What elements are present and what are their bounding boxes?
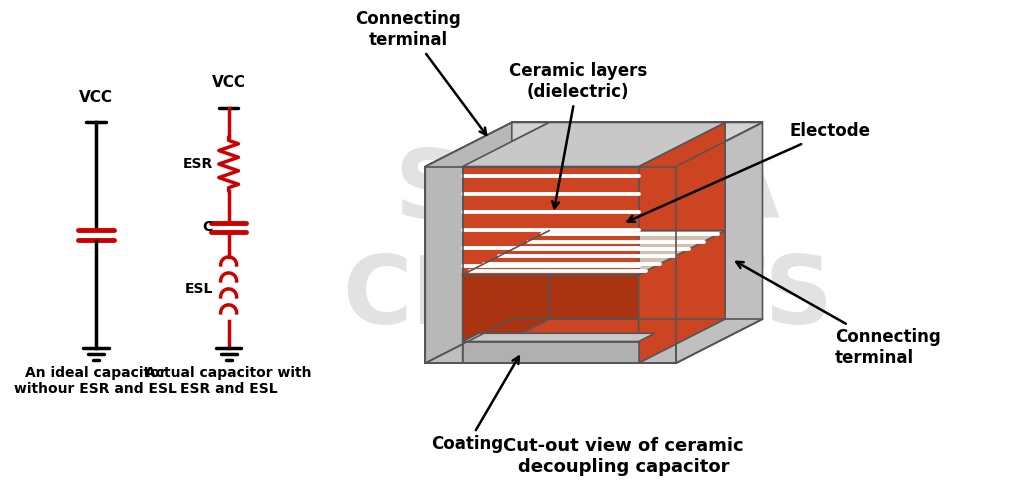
Text: Cut-out view of ceramic
decoupling capacitor: Cut-out view of ceramic decoupling capac… xyxy=(503,437,743,476)
Text: An ideal capacitor
withour ESR and ESL: An ideal capacitor withour ESR and ESL xyxy=(14,366,177,396)
Polygon shape xyxy=(512,123,763,319)
Polygon shape xyxy=(639,166,676,363)
Polygon shape xyxy=(463,166,639,275)
Text: ESL: ESL xyxy=(184,282,213,296)
Polygon shape xyxy=(425,319,763,363)
Polygon shape xyxy=(463,333,654,341)
Text: Ceramic layers
(dielectric): Ceramic layers (dielectric) xyxy=(509,62,647,208)
Text: SIERRA
CIRCUITS: SIERRA CIRCUITS xyxy=(342,146,833,344)
Polygon shape xyxy=(425,123,512,363)
Polygon shape xyxy=(463,123,725,166)
Text: Connecting
terminal: Connecting terminal xyxy=(736,262,940,367)
Polygon shape xyxy=(425,166,463,363)
Text: Electode: Electode xyxy=(628,122,870,222)
Polygon shape xyxy=(463,341,639,363)
Polygon shape xyxy=(725,123,763,319)
Text: Connecting
terminal: Connecting terminal xyxy=(355,10,486,135)
Polygon shape xyxy=(463,275,639,363)
Polygon shape xyxy=(463,231,725,275)
Polygon shape xyxy=(676,123,763,363)
Text: VCC: VCC xyxy=(79,90,113,105)
Polygon shape xyxy=(463,231,549,363)
Text: Actual capacitor with
ESR and ESL: Actual capacitor with ESR and ESL xyxy=(145,366,312,396)
Text: C: C xyxy=(203,220,213,235)
Polygon shape xyxy=(639,123,725,363)
Polygon shape xyxy=(549,123,725,319)
Text: Coating: Coating xyxy=(431,357,519,453)
Text: ESR: ESR xyxy=(182,157,213,171)
Polygon shape xyxy=(425,123,549,166)
Text: VCC: VCC xyxy=(212,75,246,90)
Polygon shape xyxy=(639,123,763,166)
